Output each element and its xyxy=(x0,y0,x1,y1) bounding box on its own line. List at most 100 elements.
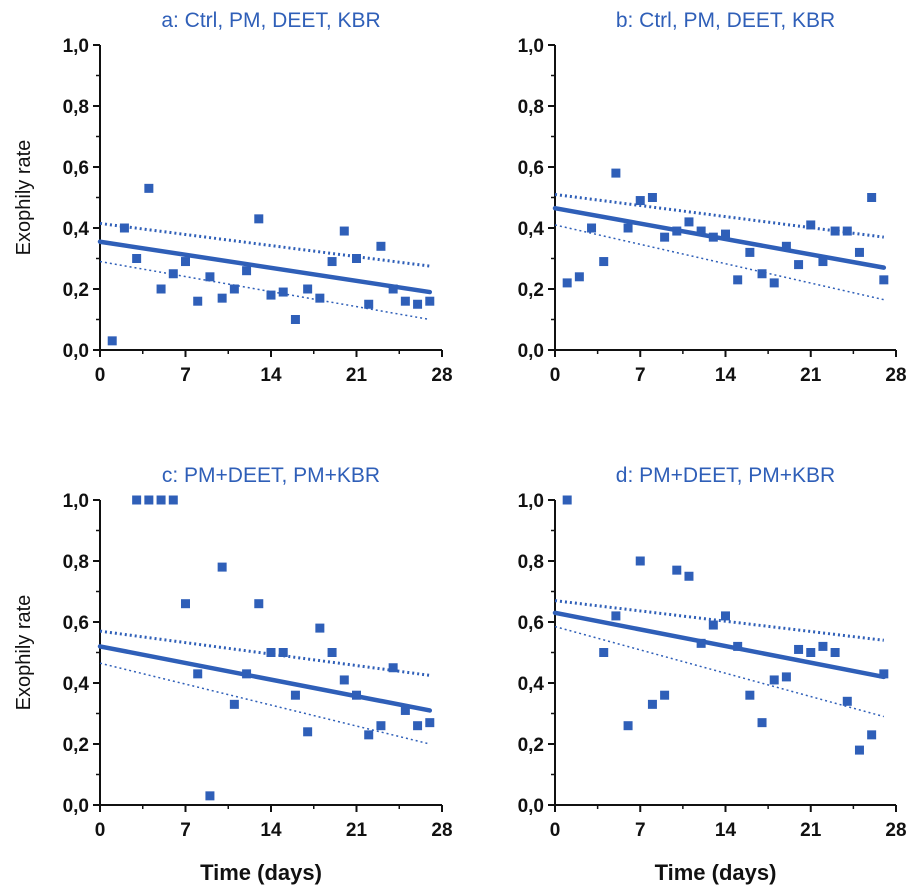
x-tick-label: 7 xyxy=(635,820,646,841)
data-point xyxy=(830,226,840,236)
ci-upper-line xyxy=(99,629,430,677)
data-point xyxy=(818,257,828,267)
data-point xyxy=(181,599,190,609)
data-point xyxy=(229,699,239,709)
y-tick-label: 0,4 xyxy=(518,674,545,695)
y-tick-label: 0,4 xyxy=(518,219,545,240)
data-point xyxy=(794,260,804,270)
data-point xyxy=(119,223,129,233)
data-point xyxy=(376,241,386,251)
data-point xyxy=(144,495,154,505)
y-tick-label: 0,2 xyxy=(518,735,544,756)
y-axis-label: Exophily rate xyxy=(13,595,35,711)
data-point xyxy=(818,641,828,651)
data-point xyxy=(388,663,398,673)
panel-a: a: Ctrl, PM, DEET, KBR 0,0 0,2 0,4 0,6 0,8 1,0… xyxy=(13,9,453,386)
y-tick-label: 0,0 xyxy=(518,796,544,817)
x-tick-label: 21 xyxy=(800,820,822,841)
x-tick-label: 21 xyxy=(346,365,368,386)
y-tick-label: 1,0 xyxy=(518,491,544,512)
y-tick-label: 0,2 xyxy=(518,280,544,301)
y-tick-label: 0,8 xyxy=(518,97,544,118)
data-point xyxy=(266,648,276,657)
data-point xyxy=(635,196,645,206)
data-point xyxy=(205,791,215,801)
ci-upper-line xyxy=(554,599,885,642)
data-point xyxy=(879,669,889,679)
data-point xyxy=(168,269,178,279)
ci-lower-line xyxy=(99,260,430,321)
data-point xyxy=(229,284,239,294)
fit-line xyxy=(97,644,433,713)
data-point xyxy=(708,232,718,242)
data-point xyxy=(745,247,755,257)
x-tick-label: 7 xyxy=(180,365,191,386)
ci-lower-line xyxy=(554,625,885,718)
data-point xyxy=(660,690,670,700)
data-point xyxy=(562,495,572,505)
data-point xyxy=(721,611,730,621)
data-point xyxy=(352,254,361,263)
data-point xyxy=(400,296,410,306)
data-point xyxy=(769,278,779,288)
data-point xyxy=(879,275,889,285)
y-tick-label: 1,0 xyxy=(63,36,89,57)
data-point xyxy=(193,296,203,306)
data-point xyxy=(757,269,767,279)
data-point xyxy=(696,226,706,236)
data-point xyxy=(611,611,621,621)
x-tick-label: 0 xyxy=(550,820,561,841)
y-tick-label: 0,6 xyxy=(63,158,89,179)
y-tick-label: 0,6 xyxy=(63,613,89,634)
data-point xyxy=(623,721,633,731)
y-tick-label: 0,8 xyxy=(63,552,89,573)
data-point xyxy=(672,226,682,236)
data-point xyxy=(721,229,730,239)
x-tick-label: 28 xyxy=(885,820,906,841)
data-point xyxy=(156,284,166,294)
data-point xyxy=(854,745,864,755)
x-tick-label: 14 xyxy=(715,820,737,841)
data-point xyxy=(672,565,682,575)
x-axis-label: Time (days) xyxy=(200,860,322,885)
data-point xyxy=(587,223,597,233)
data-point xyxy=(794,644,804,654)
data-point xyxy=(635,556,645,566)
y-tick-label: 0,0 xyxy=(63,796,89,817)
data-point xyxy=(364,730,374,740)
x-tick-label: 28 xyxy=(431,820,452,841)
y-tick-label: 0,4 xyxy=(63,674,90,695)
data-point xyxy=(733,275,743,285)
data-point xyxy=(278,287,288,297)
data-point xyxy=(684,571,694,581)
ci-upper-line xyxy=(554,192,885,239)
x-tick-label: 14 xyxy=(260,820,282,841)
x-tick-label: 14 xyxy=(260,365,282,386)
data-point xyxy=(842,226,852,236)
data-point xyxy=(107,336,117,346)
data-point xyxy=(413,299,423,309)
data-point xyxy=(388,284,398,294)
panel-b: b: Ctrl, PM, DEET, KBR 0,0 0,2 0,4 0,6 0,8 1,0… xyxy=(518,9,907,386)
data-point xyxy=(205,272,215,282)
y-tick-label: 1,0 xyxy=(63,491,89,512)
y-axis-label: Exophily rate xyxy=(13,140,35,256)
data-point xyxy=(132,254,142,263)
data-point xyxy=(696,638,706,648)
y-tick-label: 0,2 xyxy=(63,735,89,756)
x-tick-label: 7 xyxy=(635,365,646,386)
data-point xyxy=(278,648,288,657)
data-point xyxy=(806,648,816,657)
panel-title: a: Ctrl, PM, DEET, KBR xyxy=(161,9,380,32)
data-point xyxy=(781,672,791,682)
x-tick-label: 0 xyxy=(95,820,106,841)
y-tick-label: 1,0 xyxy=(518,36,544,57)
data-point xyxy=(168,495,178,505)
panel-c: c: PM+DEET, PM+KBR 0,0 0,2 0,4 0,6 0,8 1,0 0 7 14… xyxy=(13,464,453,885)
data-point xyxy=(315,623,325,633)
data-point xyxy=(217,293,227,303)
data-point xyxy=(315,293,325,303)
data-point xyxy=(806,220,816,230)
x-tick-label: 14 xyxy=(715,365,737,386)
fit-line xyxy=(552,610,887,680)
